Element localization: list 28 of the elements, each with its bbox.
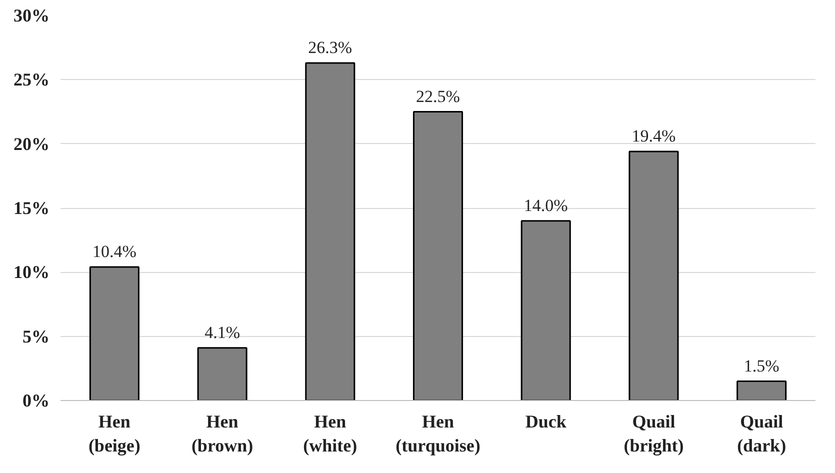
y-tick-label: 25% (14, 70, 50, 90)
y-tick-label: 5% (22, 326, 50, 346)
bar (305, 62, 356, 400)
y-tick-label: 15% (14, 198, 50, 218)
x-tick-label: Hen (brown) (191, 412, 254, 456)
x-tick-label: Hen (white) (303, 412, 358, 456)
bar (197, 347, 248, 400)
data-label: 1.5% (744, 356, 780, 376)
data-label: 26.3% (308, 38, 352, 57)
y-tick-label: 30% (14, 6, 50, 26)
bar (520, 220, 571, 400)
bar (736, 380, 787, 400)
bar (412, 111, 464, 400)
bar (89, 266, 140, 400)
data-label: 10.4% (92, 242, 136, 262)
data-label: 19.4% (632, 126, 676, 146)
y-tick-label: 10% (14, 262, 50, 282)
x-tick-label: Quail (bright) (624, 412, 684, 456)
x-tick-label: Hen (beige) (88, 412, 140, 456)
x-tick-label: Hen (turquoise) (396, 412, 480, 456)
data-label: 4.1% (204, 322, 240, 342)
data-label: 22.5% (416, 86, 460, 106)
data-label: 14.0% (524, 196, 568, 215)
y-tick-label: 0% (22, 390, 50, 410)
x-tick-label: Quail (dark) (737, 412, 786, 456)
y-tick-label: 20% (14, 134, 50, 154)
bar (628, 150, 679, 400)
x-tick-label: Duck (525, 412, 566, 432)
